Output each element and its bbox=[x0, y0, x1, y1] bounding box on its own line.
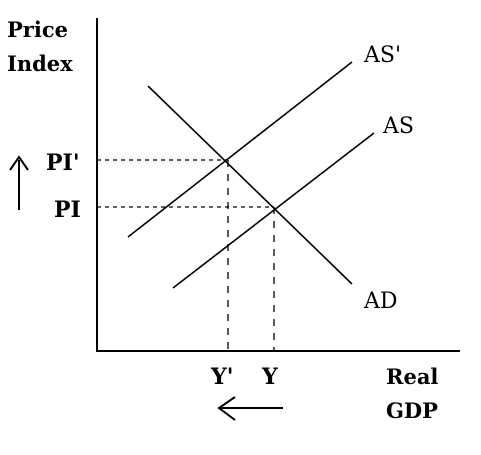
y-label: Y bbox=[261, 364, 278, 390]
y-axis-title-line2: Index bbox=[7, 51, 73, 76]
y-axis-title-line1: Price bbox=[7, 17, 68, 42]
pi-new-label: PI' bbox=[46, 150, 80, 176]
ad-label: AD bbox=[363, 289, 398, 314]
x-axis-title-line2: GDP bbox=[386, 398, 438, 423]
ad-curve bbox=[147, 85, 353, 285]
as-new-label: AS' bbox=[363, 43, 401, 68]
y-new-label: Y' bbox=[210, 364, 233, 390]
as-new-curve bbox=[127, 61, 353, 238]
x-axis-title-line1: Real bbox=[386, 364, 438, 389]
up-arrow-icon bbox=[9, 155, 29, 210]
left-arrow-icon bbox=[217, 396, 283, 421]
pi-label: PI bbox=[54, 197, 81, 223]
as-label: AS bbox=[382, 114, 414, 139]
